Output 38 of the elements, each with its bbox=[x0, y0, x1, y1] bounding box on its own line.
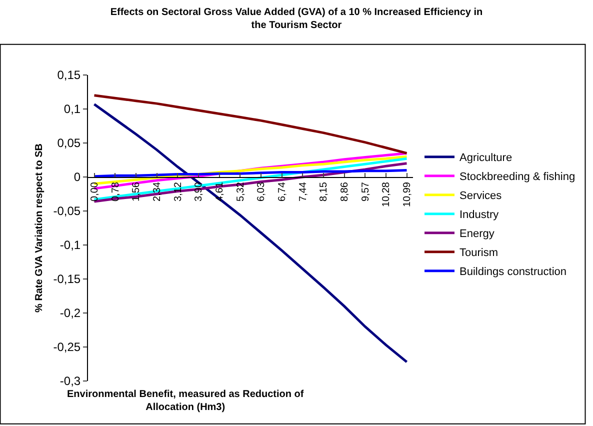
legend-label: Industry bbox=[460, 209, 500, 222]
chart-title: Effects on Sectoral Gross Value Added (GVA) of a 10 % Increased Efficiency in the Tourism Sector bbox=[110, 6, 483, 31]
y-tick-label: -0,25 bbox=[53, 340, 81, 354]
legend-label: Agriculture bbox=[460, 152, 512, 164]
line-series bbox=[93, 94, 408, 154]
x-axis-title: Environmental Benefit, measured as Reduction of Allocation (Hm3) bbox=[67, 389, 304, 413]
x-tick-label: 10,99 bbox=[402, 182, 413, 208]
x-tick-label: 2,34 bbox=[152, 182, 163, 202]
x-tick-label: 3,90 bbox=[194, 182, 205, 202]
legend-label: Services bbox=[460, 190, 502, 202]
x-tick-label: 8,15 bbox=[318, 182, 330, 202]
y-tick-label: -0,15 bbox=[53, 272, 81, 286]
x-tick-label: 9,57 bbox=[360, 182, 372, 202]
x-tick-label: 7,44 bbox=[298, 182, 309, 202]
x-tick-label: 6,03 bbox=[256, 182, 268, 202]
x-tick-label: 5,32 bbox=[235, 182, 246, 202]
x-tick-label: 6,74 bbox=[277, 182, 288, 202]
y-axis-title: % Rate GVA Variation respect to SB bbox=[34, 144, 46, 312]
legend-label: Stockbreeding & fishing bbox=[460, 171, 576, 184]
legend-label: Buildings construction bbox=[460, 266, 567, 278]
x-tick-label: 1,56 bbox=[131, 182, 142, 202]
x-tick-label: 0,78 bbox=[110, 182, 122, 202]
x-tick-label: 4,61 bbox=[214, 182, 226, 202]
y-tick-label: 0 bbox=[74, 170, 81, 184]
y-tick-label: -0,2 bbox=[60, 306, 81, 320]
y-tick-label: 0,15 bbox=[57, 68, 81, 82]
y-tick-label: -0,1 bbox=[60, 238, 81, 252]
y-tick-label: 0,1 bbox=[64, 102, 81, 116]
y-tick-label: -0,05 bbox=[53, 204, 81, 218]
legend-label: Energy bbox=[460, 228, 495, 240]
y-tick-label: 0,05 bbox=[57, 136, 81, 150]
x-tick-label: 10,28 bbox=[381, 182, 392, 208]
line-series bbox=[93, 168, 408, 178]
x-tick-label: 0,00 bbox=[90, 182, 100, 202]
y-tick-label: -0,3 bbox=[60, 374, 81, 388]
legend-label: Tourism bbox=[460, 247, 498, 260]
x-tick-label: 3,12 bbox=[172, 182, 184, 202]
x-tick-label: 8,86 bbox=[340, 182, 350, 202]
